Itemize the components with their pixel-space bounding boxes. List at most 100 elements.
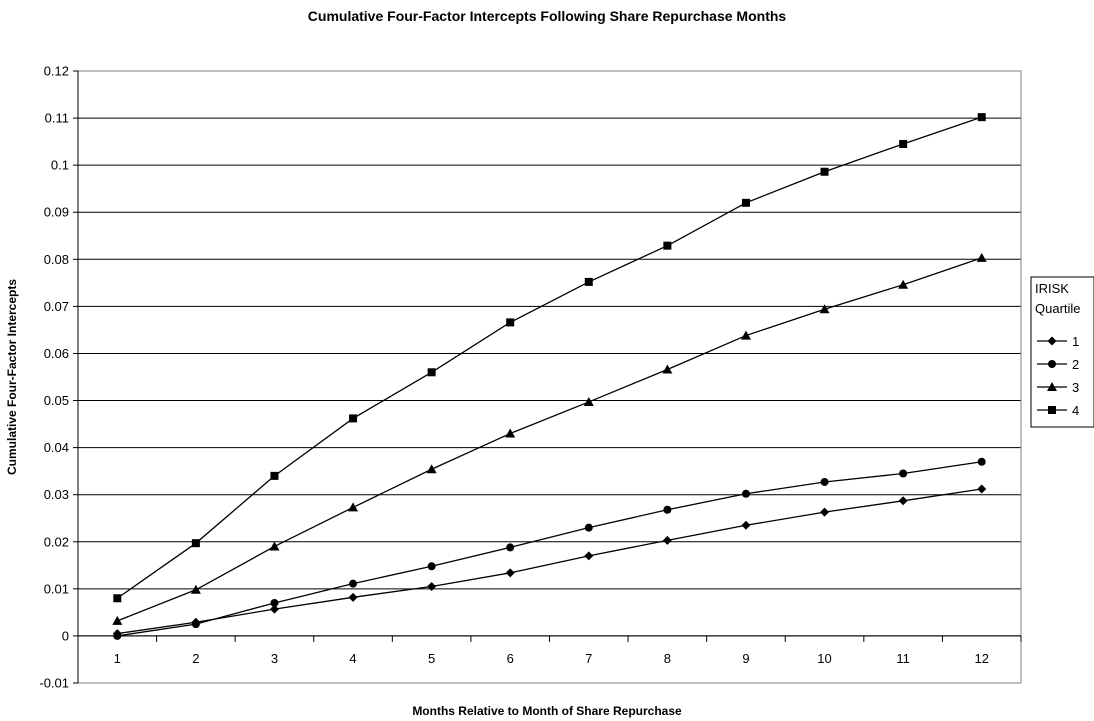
series-3 <box>112 252 987 625</box>
y-tick-label: 0.04 <box>44 440 69 455</box>
data-point-diamond <box>269 604 279 614</box>
series-group <box>112 113 987 640</box>
data-point-circle <box>663 505 672 514</box>
series-line <box>117 488 982 635</box>
data-point-diamond <box>662 535 672 545</box>
data-point-triangle <box>112 615 123 625</box>
data-point-triangle <box>583 396 594 406</box>
legend-marker <box>1047 336 1057 346</box>
x-tick-label: 11 <box>896 651 910 666</box>
series-line <box>117 461 982 637</box>
legend-item-1: 1 <box>1037 334 1079 349</box>
data-point-circle <box>270 598 279 607</box>
data-point-triangle <box>190 584 201 594</box>
legend-item-4: 4 <box>1037 403 1079 418</box>
legend-label: 4 <box>1072 403 1079 418</box>
data-point-square <box>820 167 829 176</box>
data-point-triangle <box>426 464 437 474</box>
axes: -0.01 0 0.01 0.02 0.03 0.04 0.05 0.06 0.07 0.08 0.… <box>39 64 1022 691</box>
data-point-diamond <box>584 551 594 561</box>
data-point-circle <box>899 469 908 478</box>
data-point-square <box>113 594 122 603</box>
x-axis-title: Months Relative to Month of Share Repurc… <box>412 704 682 718</box>
legend-marker <box>1048 360 1056 368</box>
data-point-square <box>270 471 279 480</box>
data-point-circle <box>113 631 122 640</box>
legend-label: 2 <box>1072 357 1079 372</box>
data-point-diamond <box>505 568 515 578</box>
series-1 <box>112 484 987 639</box>
data-point-circle <box>427 562 436 571</box>
series-line <box>117 257 982 622</box>
data-point-square <box>899 139 908 148</box>
y-axis-title: Cumulative Four-Factor Intercepts <box>5 279 19 475</box>
y-tick-label: 0.1 <box>51 158 69 173</box>
data-point-circle <box>191 620 200 629</box>
y-tick-label: 0.05 <box>44 393 69 408</box>
data-point-circle <box>349 579 358 588</box>
x-tick-label: 9 <box>742 651 749 666</box>
data-point-triangle <box>348 502 359 512</box>
data-point-square <box>977 113 986 122</box>
x-tick-label: 7 <box>585 651 592 666</box>
y-tick-label: 0.02 <box>44 534 69 549</box>
y-tick-label: 0.12 <box>44 64 69 79</box>
y-tick-label: 0.07 <box>44 299 69 314</box>
data-point-triangle <box>976 252 987 262</box>
series-2 <box>113 457 986 640</box>
x-tick-label: 2 <box>192 651 199 666</box>
legend-marker <box>1047 382 1057 391</box>
data-point-diamond <box>348 592 358 602</box>
data-point-square <box>191 539 200 548</box>
data-point-square <box>584 277 593 286</box>
y-tick-label: 0.09 <box>44 205 69 220</box>
y-tick-label: 0.01 <box>44 581 69 596</box>
data-point-circle <box>741 489 750 498</box>
data-point-triangle <box>269 541 280 551</box>
y-tick-label: 0.08 <box>44 252 69 267</box>
legend: IRISK Quartile 1 2 3 4 <box>1030 276 1094 428</box>
x-tick-label: 3 <box>271 651 278 666</box>
data-point-diamond <box>820 507 830 517</box>
data-point-diamond <box>898 496 908 506</box>
legend-item-3: 3 <box>1037 380 1079 395</box>
x-tick-label: 1 <box>114 651 121 666</box>
x-tick-label: 4 <box>349 651 356 666</box>
data-point-square <box>506 318 515 327</box>
legend-marker <box>1048 406 1056 414</box>
gridlines <box>78 117 1021 637</box>
legend-title-line2: Quartile <box>1035 301 1081 316</box>
data-point-triangle <box>819 304 830 314</box>
data-point-circle <box>506 543 515 552</box>
data-point-square <box>427 368 436 377</box>
x-tick-label: 8 <box>664 651 671 666</box>
x-tick-label: 12 <box>974 651 988 666</box>
data-point-triangle <box>505 428 516 438</box>
legend-label: 3 <box>1072 380 1079 395</box>
data-point-circle <box>584 523 593 532</box>
data-point-diamond <box>977 484 987 494</box>
data-point-diamond <box>427 581 437 591</box>
legend-box <box>1030 276 1094 428</box>
y-tick-label: 0.03 <box>44 487 69 502</box>
data-point-circle <box>977 457 986 466</box>
legend-item-2: 2 <box>1037 357 1079 372</box>
data-point-square <box>349 414 358 423</box>
y-tick-label: 0 <box>62 628 69 643</box>
x-tick-label: 10 <box>817 651 831 666</box>
data-point-circle <box>820 477 829 486</box>
legend-title-line1: IRISK <box>1035 281 1069 296</box>
legend-label: 1 <box>1072 334 1079 349</box>
data-point-triangle <box>740 330 751 340</box>
y-tick-label: -0.01 <box>39 676 69 691</box>
plot-area <box>77 70 1022 684</box>
x-tick-label: 6 <box>507 651 514 666</box>
series-line <box>116 116 982 599</box>
data-point-square <box>663 241 672 250</box>
y-tick-label: 0.06 <box>44 346 69 361</box>
y-tick-label: 0.11 <box>45 111 69 126</box>
x-tick-label: 5 <box>428 651 435 666</box>
series-4 <box>113 113 986 603</box>
chart-title: Cumulative Four-Factor Intercepts Follow… <box>308 8 787 24</box>
